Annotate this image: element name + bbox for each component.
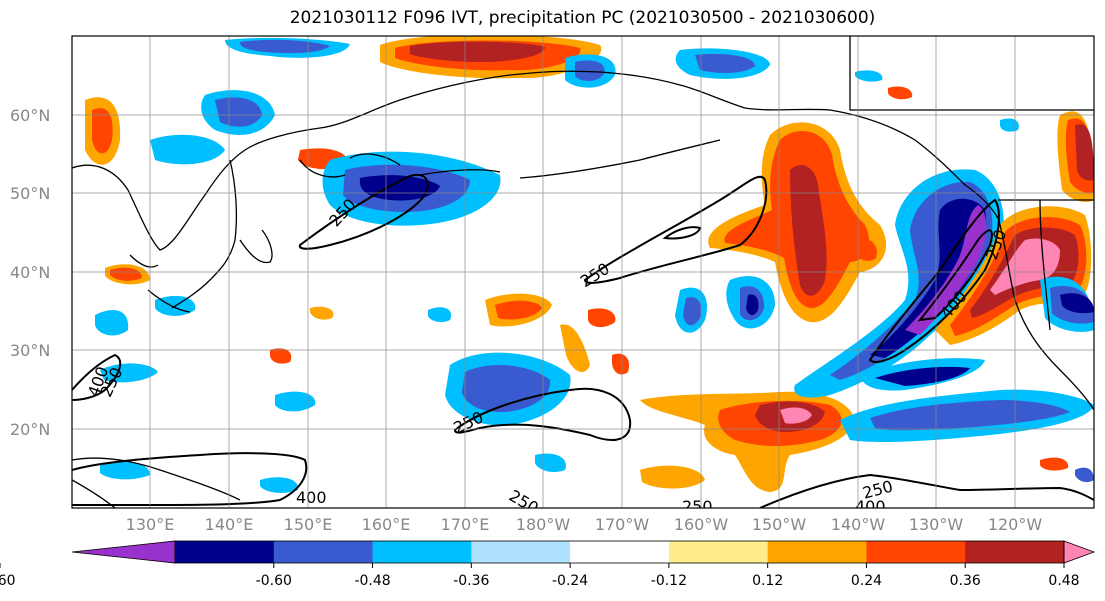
colorbar-tick-label: -0.24 (552, 573, 588, 589)
gridlines (72, 36, 1094, 508)
lon-label: 160°W (674, 515, 729, 534)
lat-label: 40°N (10, 263, 50, 282)
map-area: 250 250 250 400 250 250 400 250 250 250 … (72, 36, 1094, 516)
feature-north-red-band (380, 36, 602, 79)
shaded-features (85, 36, 1094, 493)
colorbar-tick-label: 0.60 (0, 573, 16, 589)
contour-label: 250 (682, 497, 713, 516)
colorbar-tick-label: 0.36 (950, 573, 981, 589)
lat-label: 20°N (10, 420, 50, 439)
lon-label: 150°E (284, 515, 333, 534)
lat-label: 50°N (10, 184, 50, 203)
colorbar-tick-label: -0.48 (354, 573, 390, 589)
coastlines (72, 36, 1094, 508)
longitude-labels: 130°E 140°E 150°E 160°E 170°E 180°W 170°… (126, 515, 1043, 534)
colorbar-tick-label: 0.24 (851, 573, 882, 589)
feature-south-warm (640, 391, 855, 492)
contour-250-aleutian (298, 174, 429, 250)
feature-mid-warm-2 (560, 324, 590, 373)
colorbar: -0.60 -0.48 -0.36 -0.24 -0.12 0.12 0.24 0.36 0.4… (0, 540, 1096, 589)
lon-label: 130°E (126, 515, 175, 534)
feature-coastal-cold-band (794, 169, 1004, 398)
feature-inland-warm (935, 206, 1092, 345)
lon-label: 150°W (752, 515, 807, 534)
colorbar-segment (570, 541, 670, 563)
colorbar-segment (273, 541, 374, 563)
colorbar-extend-low (71, 540, 176, 564)
lat-label: 60°N (10, 106, 50, 125)
map-title: 2021030112 F096 IVT, precipitation PC (2… (289, 8, 876, 28)
colorbar-segment (372, 541, 472, 563)
contour-400-south (72, 452, 308, 506)
colorbar-tick-label: 0.12 (752, 573, 783, 589)
lon-label: 180°W (516, 515, 571, 534)
contour-250-central (583, 175, 768, 284)
contour-250-subtropical (453, 387, 632, 441)
latitude-labels: 60°N 50°N 40°N 30°N 20°N (10, 106, 50, 439)
colorbar-tick-label: -0.12 (651, 573, 687, 589)
colorbar-segment (668, 541, 769, 563)
colorbar-segment (965, 541, 1065, 563)
lon-label: 120°W (988, 515, 1043, 534)
colorbar-segment (767, 541, 867, 563)
lon-label: 140°W (831, 515, 886, 534)
colorbar-segment (175, 541, 275, 563)
colorbar-tick-label: 0.48 (1048, 573, 1079, 589)
lon-label: 130°W (909, 515, 964, 534)
lon-label: 160°E (362, 515, 411, 534)
colorbar-segment (866, 541, 966, 563)
lon-label: 170°E (441, 515, 490, 534)
colorbar-frame (174, 540, 1065, 564)
lon-label: 140°E (205, 515, 254, 534)
lon-label: 170°W (595, 515, 650, 534)
colorbar-segment (471, 541, 571, 563)
map-frame (71, 35, 1095, 509)
contour-label: 400 (296, 488, 327, 507)
contour-label: 400 (855, 497, 886, 516)
feature-mid-warm-3 (588, 308, 616, 328)
contour-400-coastal (917, 229, 993, 322)
colorbar-extend-high (1063, 540, 1096, 564)
colorbar-tick-label: -0.60 (256, 573, 292, 589)
lat-label: 30°N (10, 341, 50, 360)
feature-okhotsk-blue (150, 134, 225, 165)
colorbar-tick-label: -0.36 (453, 573, 489, 589)
